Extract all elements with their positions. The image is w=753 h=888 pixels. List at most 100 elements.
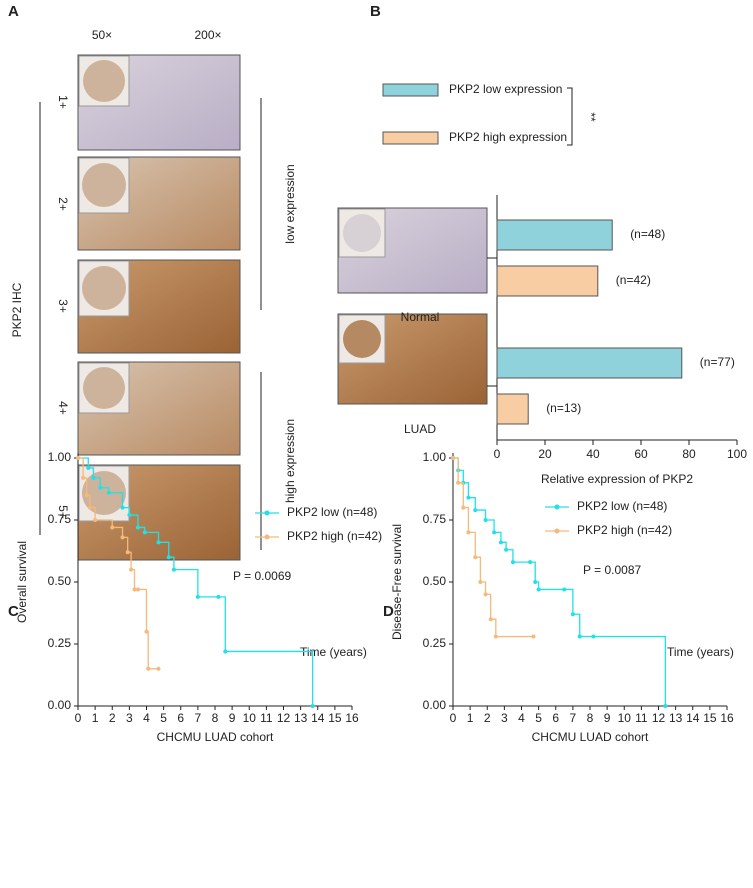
row-label: 2+ (56, 197, 70, 211)
point (510, 560, 515, 565)
x-tick-label: 80 (682, 447, 696, 461)
x-tick-label: 16 (345, 711, 359, 725)
value-label: (n=48) (630, 227, 665, 241)
legend-marker (264, 510, 270, 516)
x-tick-label: 4 (143, 711, 150, 725)
point (488, 617, 493, 622)
annotation: Time (years) (667, 645, 734, 659)
x-tick-label: 3 (126, 711, 133, 725)
x-tick-label: 8 (587, 711, 594, 725)
legend-label: PKP2 low (n=48) (577, 499, 667, 513)
x-tick-label: 12 (277, 711, 291, 725)
point (531, 634, 536, 639)
x-tick-label: 5 (160, 711, 167, 725)
value-label: (n=13) (546, 401, 581, 415)
y-tick-label: 0.00 (423, 698, 447, 712)
x-tick-label: 7 (570, 711, 577, 725)
point (98, 485, 103, 490)
column-label: 200× (194, 28, 221, 42)
row-label: 5+ (56, 505, 70, 519)
point (195, 594, 200, 599)
x-tick-label: 14 (686, 711, 700, 725)
point (171, 567, 176, 572)
x-tick-label: 11 (635, 711, 648, 725)
y-tick-label: 0.75 (48, 512, 72, 526)
x-tick-label: 0 (75, 711, 82, 725)
point (135, 587, 140, 592)
x-tick-label: 60 (634, 447, 648, 461)
point (120, 505, 125, 510)
legend-label: PKP2 low expression (449, 82, 562, 96)
x-tick-label: 6 (177, 711, 184, 725)
point (483, 518, 488, 522)
x-tick-label: 40 (586, 447, 600, 461)
annotation: ** (584, 112, 598, 122)
point (310, 704, 315, 708)
point (93, 518, 98, 522)
y-label: PKP2 IHC (10, 282, 24, 337)
row-label: 1+ (56, 95, 70, 109)
point (76, 456, 80, 460)
point (120, 535, 125, 540)
point (156, 666, 161, 671)
x-tick-label: 2 (109, 711, 116, 725)
point (492, 530, 497, 535)
point (504, 547, 509, 552)
panel-label: A (8, 3, 19, 20)
y-tick-label: 0.50 (48, 574, 72, 588)
tissue-images (337, 207, 488, 405)
column-label: 50× (92, 28, 112, 42)
x-tick-label: 8 (212, 711, 219, 725)
x-tick-label: 13 (669, 711, 683, 725)
y-tick-label: 1.00 (48, 450, 72, 464)
group-label: low expression (283, 164, 297, 243)
x-tick-label: 9 (604, 711, 611, 725)
y-tick-label: 0.00 (48, 698, 72, 712)
point (127, 513, 132, 518)
p-value: P = 0.0087 (583, 563, 641, 577)
bracket (567, 87, 573, 146)
panel-label: B (370, 3, 381, 20)
value-label: (n=42) (616, 273, 651, 287)
point (146, 666, 151, 671)
point (87, 505, 92, 510)
point (591, 634, 596, 639)
category-label: LUAD (404, 422, 436, 436)
legend-label: PKP2 low (n=48) (287, 505, 377, 519)
x-tick-label: 9 (229, 711, 236, 725)
legend-marker (264, 534, 270, 540)
point (536, 587, 541, 592)
point (84, 493, 89, 498)
point (478, 580, 483, 584)
x-label: CHCMU LUAD cohort (157, 730, 274, 744)
point (129, 567, 134, 572)
p-value: P = 0.0069 (233, 569, 291, 583)
point (125, 550, 130, 555)
point (144, 629, 149, 634)
bar (496, 347, 683, 379)
legend-label: PKP2 high (n=42) (287, 529, 382, 543)
point (106, 490, 111, 495)
x-tick-label: 0 (450, 711, 457, 725)
x-tick-label: 6 (552, 711, 559, 725)
point (91, 475, 96, 480)
x-tick-label: 16 (720, 711, 734, 725)
point (528, 560, 533, 565)
point (570, 612, 575, 617)
annotation: Time (years) (300, 645, 367, 659)
x-tick-label: 15 (703, 711, 717, 725)
x-label: CHCMU LUAD cohort (532, 730, 649, 744)
point (156, 540, 161, 545)
panel-label: D (383, 603, 394, 620)
x-tick-label: 1 (92, 711, 99, 725)
x-tick-label: 13 (294, 711, 308, 725)
x-tick-label: 4 (518, 711, 525, 725)
x-tick-label: 15 (328, 711, 342, 725)
legend-marker (554, 528, 560, 534)
legend-marker (554, 504, 560, 510)
point (473, 555, 478, 560)
x-tick-label: 100 (727, 447, 747, 461)
y-label: Overall survival (15, 541, 29, 623)
y-tick-label: 1.00 (423, 450, 447, 464)
